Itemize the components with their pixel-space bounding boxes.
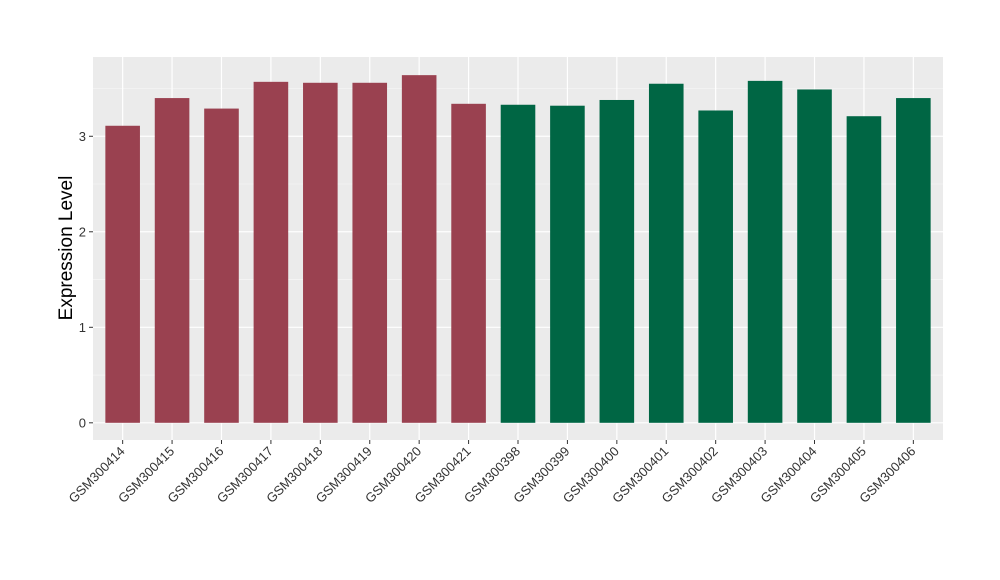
bar-GSM300419 xyxy=(352,82,388,423)
bar-GSM300398 xyxy=(500,104,536,423)
bar-GSM300406 xyxy=(896,98,931,423)
y-tick-label: 2 xyxy=(79,224,86,239)
bar-GSM300416 xyxy=(204,108,239,423)
bar-GSM300405 xyxy=(846,116,882,423)
y-axis: 0 1 2 3 xyxy=(79,129,93,430)
bar-GSM300421 xyxy=(451,103,486,423)
y-tick-label: 3 xyxy=(79,129,86,144)
y-tick-label: 1 xyxy=(79,320,86,335)
bar-GSM300420 xyxy=(401,75,437,423)
bar-GSM300403 xyxy=(747,80,783,423)
x-axis: GSM300414GSM300415GSM300416GSM300417GSM3… xyxy=(66,440,918,506)
bar-GSM300414 xyxy=(105,125,140,423)
bar-GSM300418 xyxy=(303,82,338,423)
bars xyxy=(105,75,931,423)
bar-GSM300417 xyxy=(253,81,289,423)
bar-GSM300399 xyxy=(550,105,585,423)
bar-GSM300415 xyxy=(154,98,190,423)
bar-GSM300404 xyxy=(797,89,832,423)
y-axis-title: Expression Level xyxy=(56,176,77,321)
bar-GSM300402 xyxy=(698,110,733,423)
y-tick-label: 0 xyxy=(79,415,86,430)
bar-GSM300400 xyxy=(599,99,635,423)
bar-GSM300401 xyxy=(648,83,684,423)
